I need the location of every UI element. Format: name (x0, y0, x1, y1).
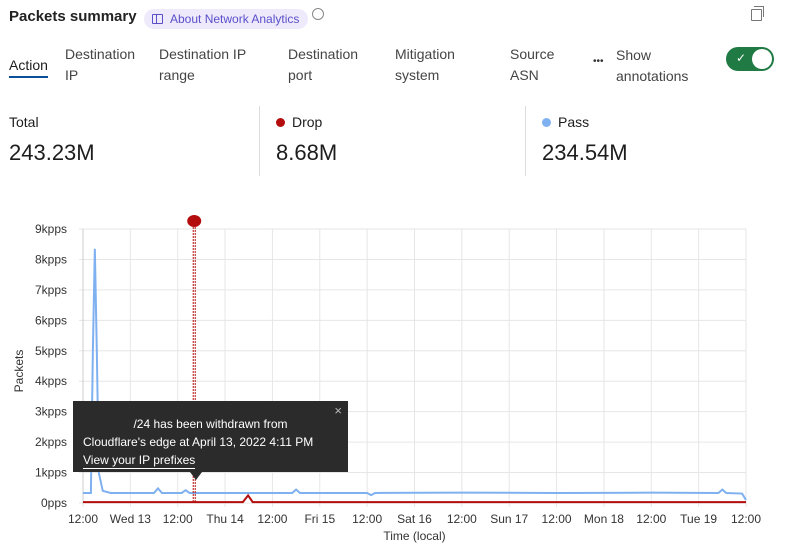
x-axis-label: Time (local) (383, 529, 445, 543)
x-tick-label: 12:00 (447, 512, 477, 526)
about-network-analytics-link[interactable]: About Network Analytics (144, 9, 309, 29)
y-tick-label: 4kpps (35, 374, 67, 388)
annotation-tooltip: /24 has been withdrawn from Cloudflare's… (73, 401, 348, 480)
tooltip-arrow (190, 472, 202, 480)
tooltip-line1: /24 has been withdrawn from (133, 417, 288, 431)
stat-total-label: Total (9, 114, 39, 130)
divider (259, 106, 260, 176)
y-tick-label: 0pps (41, 496, 67, 510)
x-tick-label: 12:00 (257, 512, 287, 526)
clock-icon[interactable] (312, 8, 324, 20)
stat-pass-label: Pass (542, 114, 589, 130)
close-icon[interactable]: × (334, 403, 342, 418)
stat-pass-value: 234.54M (542, 140, 628, 165)
stat-total-value: 243.23M (9, 140, 95, 165)
x-tick-label: 12:00 (731, 512, 761, 526)
y-tick-label: 9kpps (35, 222, 67, 236)
show-annotations-label: Show annotations (616, 47, 689, 84)
stat-label: Drop (292, 114, 323, 130)
y-tick-label: 5kpps (35, 344, 67, 358)
x-tick-label: Mon 18 (584, 512, 624, 526)
y-axis-label: Packets (12, 350, 26, 393)
active-tab-indicator (9, 76, 48, 78)
stat-drop-value: 8.68M (276, 140, 338, 165)
x-tick-label: Tue 19 (680, 512, 717, 526)
toggle-knob (752, 49, 772, 69)
y-tick-label: 7kpps (35, 283, 67, 297)
y-tick-label: 6kpps (35, 313, 67, 327)
more-tabs-button[interactable]: ••• (593, 56, 604, 67)
copy-icon[interactable] (751, 6, 764, 21)
stat-label: Pass (558, 114, 590, 130)
x-tick-label: Fri 15 (304, 512, 335, 526)
y-tick-label: 2kpps (35, 435, 67, 449)
tab-destination-ip-range[interactable]: Destination IP range (159, 46, 246, 83)
show-annotations-toggle[interactable]: ✓ (726, 47, 774, 71)
view-ip-prefixes-link[interactable]: View your IP prefixes (83, 453, 196, 469)
divider (525, 106, 526, 176)
x-tick-label: Thu 14 (206, 512, 244, 526)
annotation-marker[interactable] (187, 215, 202, 227)
check-icon: ✓ (736, 51, 747, 65)
page-title: Packets summary (9, 8, 137, 25)
x-tick-label: 12:00 (352, 512, 382, 526)
x-tick-label: 12:00 (68, 512, 98, 526)
tooltip-line2: Cloudflare's edge at April 13, 2022 4:11… (83, 435, 314, 449)
x-tick-label: Sat 16 (397, 512, 432, 526)
series-line-drop (83, 493, 746, 504)
drop-dot-icon (276, 117, 285, 127)
tab-action[interactable]: Action (9, 57, 48, 73)
tab-destination-ip[interactable]: Destination IP (65, 46, 136, 83)
tab-mitigation-system[interactable]: Mitigation system (395, 46, 455, 83)
x-tick-label: 12:00 (542, 512, 572, 526)
y-tick-label: 3kpps (35, 405, 67, 419)
x-tick-label: 12:00 (163, 512, 193, 526)
x-tick-label: Wed 13 (110, 512, 151, 526)
y-tick-label: 8kpps (35, 252, 67, 266)
book-icon (152, 14, 163, 24)
pass-dot-icon (542, 117, 551, 127)
stat-drop-label: Drop (276, 114, 322, 130)
tab-destination-port[interactable]: Destination port (288, 46, 359, 83)
tab-source-asn[interactable]: Source ASN (510, 46, 555, 83)
about-label: About Network Analytics (170, 12, 300, 26)
x-tick-label: Sun 17 (490, 512, 528, 526)
stat-label: Total (9, 114, 39, 130)
x-tick-label: 12:00 (636, 512, 666, 526)
y-tick-label: 1kpps (35, 466, 67, 480)
